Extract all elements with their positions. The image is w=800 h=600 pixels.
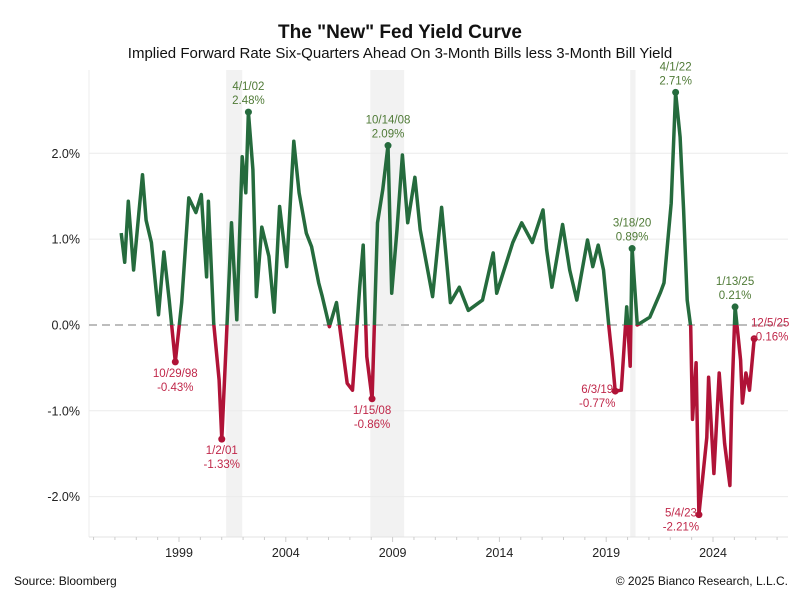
annotation-value: -2.21% [663, 522, 699, 534]
annotation-dot [244, 108, 252, 116]
annotation-value: -0.16% [752, 332, 788, 344]
y-tick-label: -2.0% [47, 490, 80, 504]
annotation-dot [628, 245, 636, 253]
annotation-date: 6/3/19 [581, 384, 613, 396]
x-tick-label: 1999 [165, 546, 193, 560]
annotation-dot [384, 142, 392, 150]
annotation-date: 4/1/02 [232, 81, 264, 93]
annotation-value: -1.33% [204, 459, 240, 471]
annotation-value: -0.86% [354, 419, 390, 431]
y-tick-label: 2.0% [52, 147, 81, 161]
x-tick-label: 2024 [699, 546, 727, 560]
annotation-dot [218, 435, 226, 443]
annotation-dot [731, 303, 739, 311]
x-axis: 1999 2004 2009 2014 2019 2024 [89, 536, 788, 560]
annotation-value: -0.43% [157, 382, 193, 394]
annotation-date: 1/15/08 [353, 405, 391, 417]
annotation-value: 0.89% [616, 232, 649, 244]
x-tick-label: 2009 [379, 546, 407, 560]
gridlines [88, 70, 788, 537]
annotation-date: 1/13/25 [716, 276, 754, 288]
x-tick-label: 2019 [592, 546, 620, 560]
annotation-date: 10/29/98 [153, 368, 198, 380]
annotations: 10/29/98 -0.43% 1/2/01 -1.33% 4/1/02 2.48% 1/1… [153, 61, 789, 533]
annotation-date: 10/14/08 [366, 115, 411, 127]
annotation-dot [611, 387, 619, 395]
annotation-dot [171, 358, 179, 366]
y-tick-label: 0.0% [52, 318, 81, 332]
annotation-date: 5/4/23 [665, 508, 697, 520]
annotation-value: -0.77% [579, 398, 615, 410]
annotation-date: 1/2/01 [206, 445, 238, 457]
annotation-value: 2.71% [659, 75, 692, 87]
annotation-dot [672, 88, 680, 96]
copyright-note: © 2025 Bianco Research, L.L.C. [616, 574, 788, 588]
annotation-date: 4/1/22 [660, 61, 692, 73]
series-line-positive [119, 90, 739, 325]
annotation-date: 12/5/25 [751, 318, 789, 330]
chart-subtitle: Implied Forward Rate Six-Quarters Ahead … [128, 45, 672, 62]
y-axis: 2.0% 1.0% 0.0% -1.0% -2.0% [47, 147, 80, 504]
data-series [89, 90, 788, 517]
annotation-value: 2.09% [372, 129, 405, 141]
y-tick-label: 1.0% [52, 233, 81, 247]
x-tick-label: 2014 [485, 546, 513, 560]
x-tick-label: 2004 [272, 546, 300, 560]
annotation-value: 0.21% [719, 290, 752, 302]
y-tick-label: -1.0% [47, 404, 80, 418]
series-line-negative [169, 324, 756, 517]
annotation-date: 3/18/20 [613, 218, 651, 230]
chart-title: The "New" Fed Yield Curve [278, 22, 522, 43]
recession-shading [226, 70, 636, 537]
annotation-value: 2.48% [232, 95, 265, 107]
source-note: Source: Bloomberg [14, 574, 117, 588]
annotation-dot [368, 395, 376, 403]
annotation-dot [695, 511, 703, 519]
annotation-dot [750, 335, 758, 343]
